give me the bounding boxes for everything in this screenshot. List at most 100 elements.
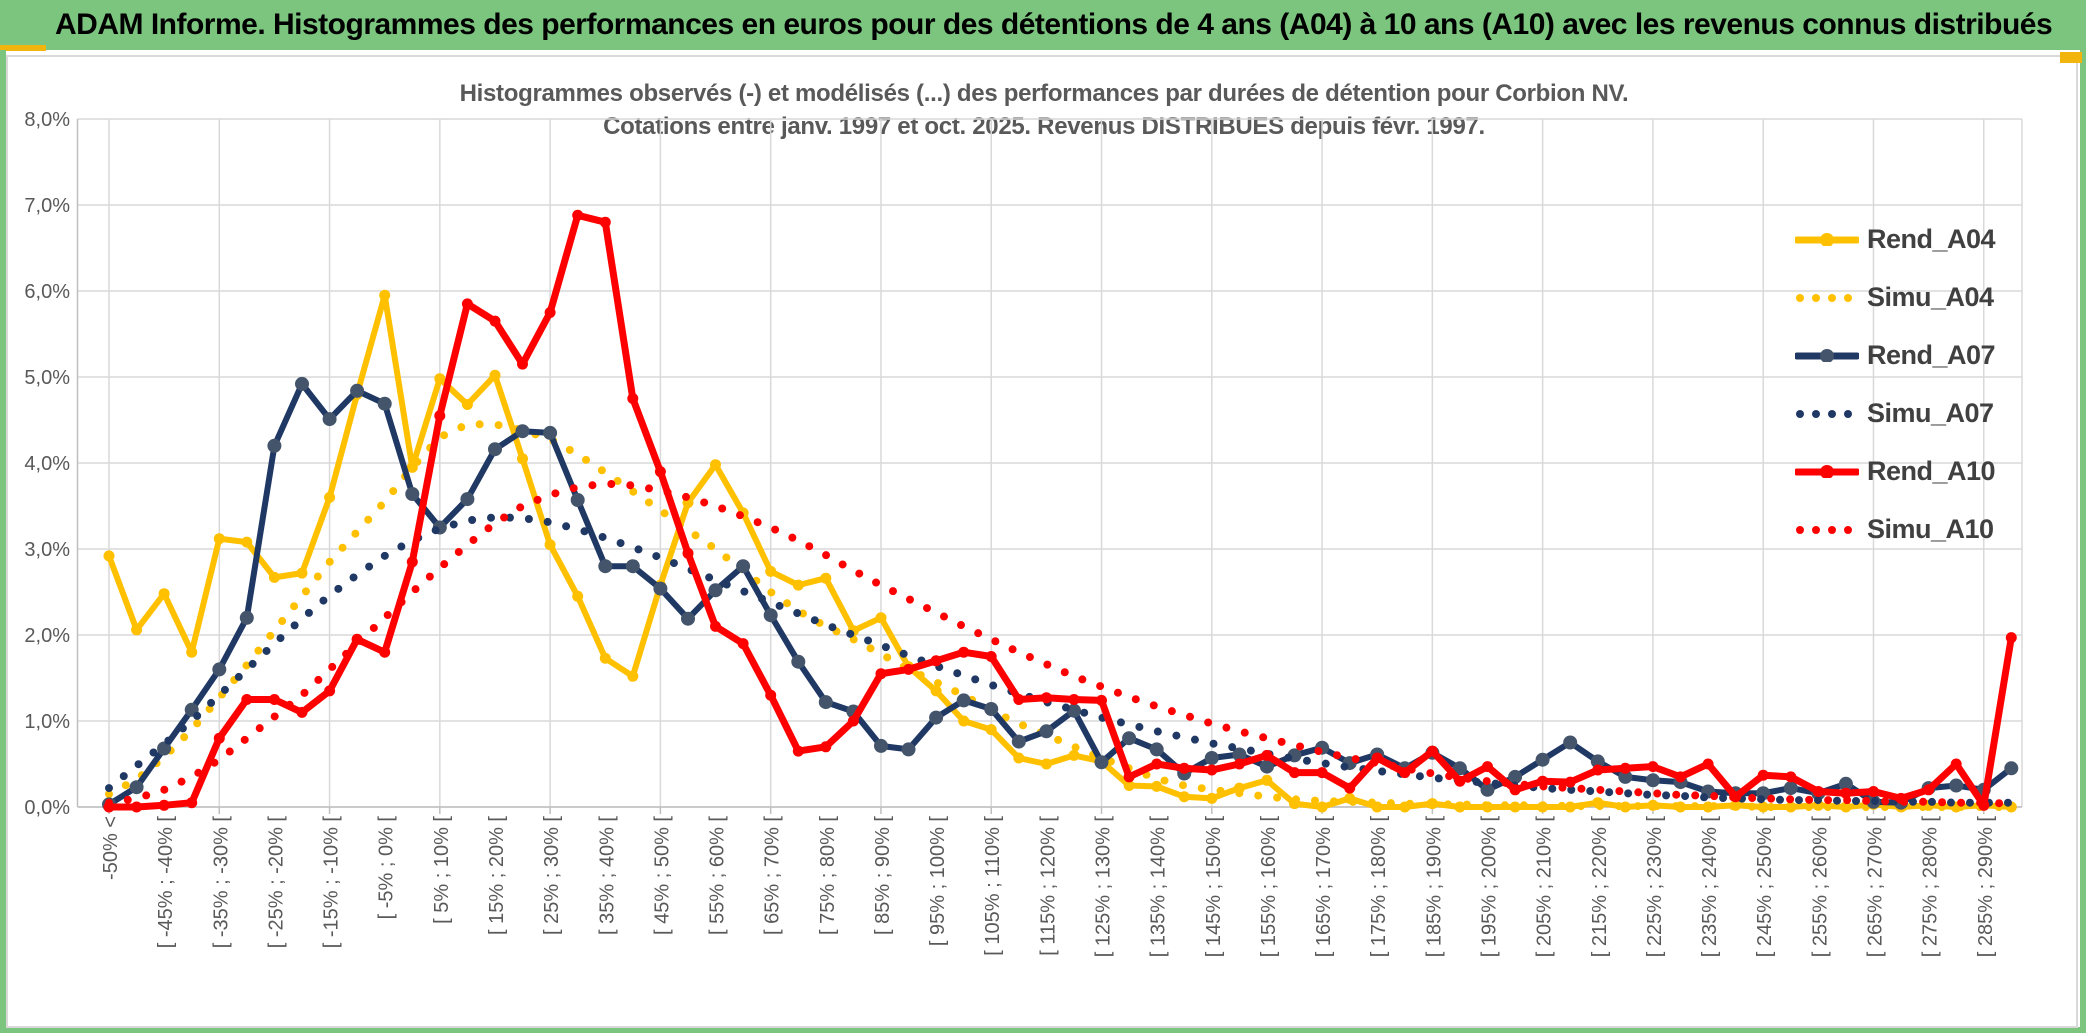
x-axis-tick-label: [ 205% ; 210% [: [1534, 816, 1556, 958]
y-axis-tick-label: 3,0%: [24, 539, 70, 561]
data-point-marker: [820, 572, 832, 584]
data-point-marker: [1259, 759, 1274, 774]
data-point-marker: [599, 216, 611, 228]
x-axis-tick-label: [ 15% ; 20% [: [486, 816, 508, 935]
data-point-marker: [186, 797, 198, 809]
x-axis-tick-label: [ 105% ; 110% [: [982, 816, 1004, 956]
data-point-marker: [1316, 801, 1328, 813]
data-point-marker: [1094, 755, 1109, 770]
gold-accent-left: [0, 45, 46, 51]
data-point-marker: [515, 424, 530, 439]
data-point-marker: [1564, 776, 1576, 788]
data-point-marker: [598, 559, 613, 574]
data-point-marker: [434, 410, 446, 422]
legend-item-rend_a04: Rend_A04: [1795, 210, 2055, 268]
dotted-line-swatch-icon: [1796, 410, 1859, 418]
data-point-marker: [765, 565, 777, 577]
data-point-marker: [1535, 752, 1550, 767]
data-point-marker: [1123, 771, 1135, 783]
data-point-marker: [572, 209, 584, 221]
legend-label: Simu_A04: [1867, 281, 1994, 312]
data-point-marker: [239, 610, 254, 625]
data-point-marker: [131, 801, 143, 813]
x-axis-tick-label: [ 225% ; 230% [: [1644, 816, 1666, 958]
data-point-marker: [350, 383, 365, 398]
data-point-marker: [627, 670, 639, 682]
data-point-marker: [1757, 769, 1769, 781]
chart-title-line2: Cotations entre janv. 1997 et oct. 2025.…: [603, 113, 1485, 140]
data-point-marker: [763, 608, 778, 623]
data-point-marker: [1178, 791, 1190, 803]
data-point-marker: [1563, 735, 1578, 750]
data-point-marker: [1040, 692, 1052, 704]
gold-accent-right: [2060, 52, 2082, 63]
data-point-marker: [958, 646, 970, 658]
data-point-marker: [1452, 761, 1467, 776]
x-axis-tick-label: [ 175% ; 180% [: [1368, 816, 1390, 958]
x-axis-tick-label: [ 215% ; 220% [: [1589, 816, 1611, 958]
x-axis-tick-label: [ 125% ; 130% [: [1093, 816, 1115, 958]
x-axis-tick-label: [ 265% ; 270% [: [1864, 816, 1886, 958]
data-point-marker: [1011, 734, 1026, 749]
x-axis-tick-label: [ 35% ; 40% [: [596, 816, 618, 935]
legend-item-rend_a07: Rend_A07: [1795, 326, 2055, 384]
legend-item-simu_a07: Simu_A07: [1795, 384, 2055, 442]
x-axis-tick-label: [ 5% ; 10% [: [431, 816, 453, 924]
data-point-marker: [710, 459, 721, 471]
data-point-marker: [489, 369, 501, 381]
chart-legend: Rend_A04 Simu_A04 Rend_A07 Simu_A07 Rend_A10…: [1795, 210, 2055, 558]
data-point-marker: [1618, 769, 1633, 784]
y-axis-tick-label: 5,0%: [24, 367, 70, 389]
data-point-marker: [1151, 758, 1163, 770]
data-point-marker: [654, 466, 666, 478]
data-point-marker: [1785, 771, 1797, 783]
data-point-marker: [296, 706, 308, 718]
data-point-marker: [627, 393, 639, 404]
data-point-marker: [1178, 762, 1190, 774]
series-line-rend_a04: [106, 292, 2015, 810]
solid-line-swatch-icon: [1795, 465, 1859, 478]
data-point-marker: [792, 745, 804, 757]
data-point-marker: [2005, 632, 2017, 644]
data-point-marker: [1949, 778, 1964, 793]
data-point-marker: [129, 780, 144, 795]
x-axis-tick-label: [ 115% ; 120% [: [1037, 816, 1059, 956]
data-point-marker: [984, 702, 999, 716]
data-point-marker: [1675, 771, 1686, 783]
data-point-marker: [434, 373, 446, 385]
x-axis-tick-label: [ -15% ; -10% [: [321, 816, 343, 949]
data-point-marker: [1122, 731, 1137, 746]
data-point-marker: [956, 693, 971, 708]
window-title: ADAM Informe. Histogrammes des performan…: [55, 8, 2053, 41]
data-point-marker: [708, 583, 723, 598]
data-point-marker: [875, 612, 887, 624]
series-markers-rend_a07: [102, 376, 2019, 812]
data-point-marker: [818, 695, 833, 710]
green-frame-right: [2080, 50, 2086, 1033]
data-point-marker: [570, 493, 585, 507]
data-point-marker: [544, 307, 556, 318]
x-axis-tick-label: [ -45% ; -40% [: [155, 816, 177, 949]
y-axis-tick-label: 4,0%: [24, 453, 70, 475]
x-axis-tick-label: [ 145% ; 150% [: [1203, 816, 1225, 958]
data-point-marker: [1454, 775, 1466, 787]
data-point-marker: [241, 694, 253, 705]
data-point-marker: [1096, 694, 1107, 706]
data-point-marker: [1206, 792, 1218, 804]
data-point-marker: [1232, 747, 1247, 762]
data-point-marker: [736, 559, 751, 574]
data-point-marker: [1923, 784, 1935, 796]
data-point-marker: [903, 663, 914, 675]
data-point-marker: [985, 724, 997, 736]
data-point-marker: [406, 556, 418, 568]
series-markers-rend_a04: [103, 289, 2017, 813]
data-point-marker: [791, 654, 806, 669]
x-axis-tick-label: [ 235% ; 240% [: [1699, 816, 1721, 958]
x-axis-tick-label: [ 155% ; 160% [: [1258, 816, 1280, 958]
data-point-marker: [103, 550, 115, 562]
data-point-marker: [377, 396, 392, 411]
x-axis-tick-label: [ 285% ; 290% [: [1975, 816, 1997, 958]
data-point-marker: [792, 579, 804, 591]
